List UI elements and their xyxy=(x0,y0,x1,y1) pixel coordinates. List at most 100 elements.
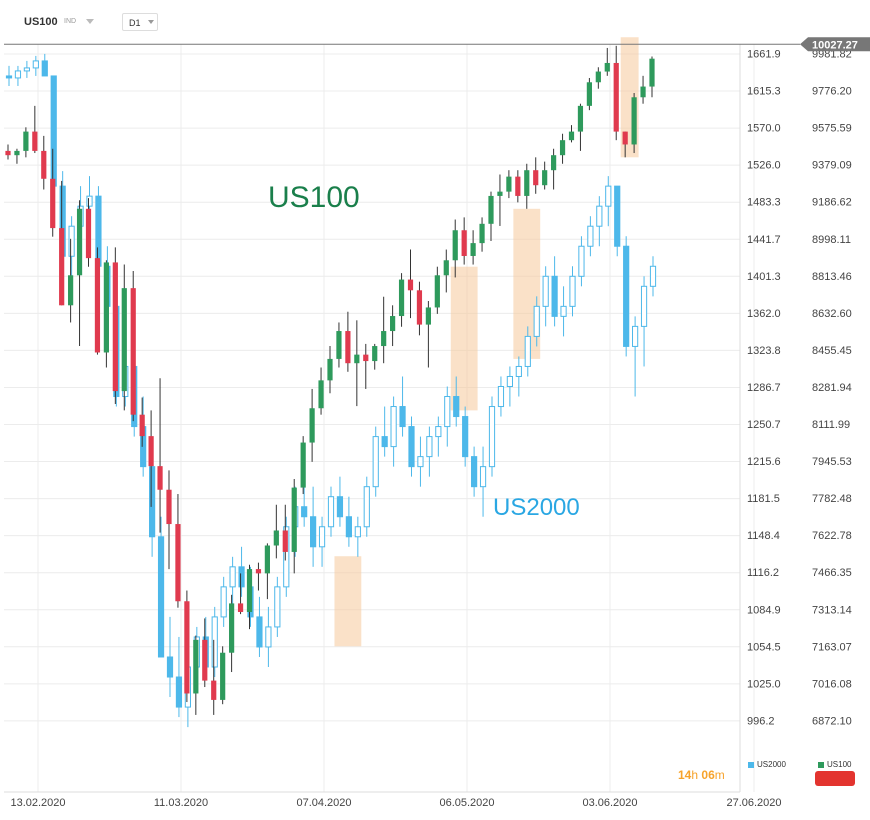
us2000-candle xyxy=(649,265,657,287)
us100-candle xyxy=(407,279,414,291)
us100-candle xyxy=(121,288,127,392)
left-axis-tick-label: 1441.7 xyxy=(747,234,781,246)
us100-candle xyxy=(452,230,458,261)
us100-candle xyxy=(416,290,423,325)
us2000-candle xyxy=(605,185,612,207)
us100-candle xyxy=(363,354,369,362)
right-axis-tick-label: 9379.09 xyxy=(812,160,852,172)
us100-candle xyxy=(568,131,575,141)
us100-candle xyxy=(631,97,637,145)
us100-candle xyxy=(193,639,199,694)
us2000-candle xyxy=(318,526,326,548)
us100-candle xyxy=(14,150,20,156)
highlight-box xyxy=(450,266,478,411)
us100-candle xyxy=(470,243,476,256)
us2000-candle xyxy=(211,616,218,668)
x-axis-tick-label: 07.04.2020 xyxy=(296,797,351,809)
us2000-annotation: US2000 xyxy=(493,494,580,521)
us100-candle xyxy=(237,603,244,612)
left-axis-tick-label: 1401.3 xyxy=(747,271,781,283)
left-axis-tick-label: 1483.3 xyxy=(747,197,781,209)
chevron-down-icon[interactable] xyxy=(86,19,94,24)
us2000-candle xyxy=(542,275,549,307)
us2000-candle xyxy=(327,496,335,528)
us100-candle xyxy=(291,487,297,552)
us100-candle xyxy=(577,105,584,132)
us100-candle xyxy=(425,307,431,325)
us100-candle xyxy=(354,354,360,364)
symbol-label[interactable]: US100 xyxy=(24,16,58,28)
countdown-minutes-unit: m xyxy=(714,768,725,782)
left-axis-tick-label: 1661.9 xyxy=(747,49,781,61)
chevron-down-icon[interactable] xyxy=(148,20,154,24)
us100-candle xyxy=(184,601,190,694)
us2000-candle xyxy=(220,586,227,618)
us100-candle xyxy=(327,358,333,381)
us2000-candle xyxy=(283,526,290,588)
us100-candle xyxy=(640,86,646,98)
countdown-hours: 14 xyxy=(678,768,692,782)
legend-us100[interactable]: US100 xyxy=(818,760,851,769)
timeframe-select[interactable]: D1 xyxy=(122,13,158,31)
us2000-candle xyxy=(524,335,531,367)
us100-candle xyxy=(622,131,628,145)
us100-candle xyxy=(649,58,655,87)
us2000-candle xyxy=(479,466,487,488)
us2000-candle xyxy=(623,245,630,347)
us100-candle xyxy=(273,530,279,546)
right-axis-tick-label: 8281.94 xyxy=(812,382,852,394)
indicator-button[interactable]: IND xyxy=(64,18,77,25)
left-axis-tick-label: 1025.0 xyxy=(747,678,781,690)
us100-annotation: US100 xyxy=(268,181,360,214)
left-axis-tick-label: 1181.5 xyxy=(747,493,780,505)
us100-candle xyxy=(372,346,378,362)
us2000-candle xyxy=(435,426,442,438)
left-axis-tick-label: 1116.2 xyxy=(747,567,779,579)
right-axis-tick-label: 9776.20 xyxy=(812,86,852,98)
us100-candle xyxy=(613,62,619,132)
right-axis-tick-label: 8455.45 xyxy=(812,345,852,357)
left-axis-tick-label: 996.2 xyxy=(747,715,775,727)
us100-candle xyxy=(443,260,449,276)
us100-candle xyxy=(551,155,557,171)
us2000-candle xyxy=(5,75,13,79)
legend-us2000[interactable]: US2000 xyxy=(748,760,786,769)
left-axis-tick-label: 1526.0 xyxy=(747,160,781,172)
right-axis-tick-label: 9575.59 xyxy=(812,123,852,135)
right-axis-tick-label: 7945.53 xyxy=(812,456,852,468)
us2000-candle xyxy=(32,60,39,69)
us2000-candle xyxy=(614,185,621,247)
us2000-candle xyxy=(399,406,406,428)
right-axis-tick-label: 8813.46 xyxy=(812,271,852,283)
us100-candle xyxy=(85,208,92,259)
us100-candle xyxy=(479,223,485,244)
us2000-candle xyxy=(444,396,451,428)
us2000-candle xyxy=(175,676,183,708)
us100-candle xyxy=(488,195,494,224)
us100-candle xyxy=(59,228,65,306)
right-axis-tick-label: 9186.62 xyxy=(812,197,852,209)
us100-candle xyxy=(497,191,503,196)
us100-candle xyxy=(139,414,145,437)
countdown-minutes: 06 xyxy=(701,768,715,782)
us2000-candle xyxy=(157,536,165,658)
left-axis-tick-label: 1215.6 xyxy=(747,456,781,468)
left-axis-tick-label: 1054.5 xyxy=(747,641,781,653)
us100-candle xyxy=(434,275,440,308)
us100-candle xyxy=(318,380,324,409)
us100-candle xyxy=(300,442,306,488)
right-axis-tick-label: 8111.99 xyxy=(812,419,850,431)
us100-candle xyxy=(586,82,592,106)
us100-candle xyxy=(246,569,253,612)
x-axis-tick-label: 27.06.2020 xyxy=(726,797,781,809)
us100-candle xyxy=(255,569,262,574)
us100-candle xyxy=(157,466,163,490)
left-axis-tick-label: 1570.0 xyxy=(747,123,781,135)
left-axis-tick-label: 1323.8 xyxy=(747,345,781,357)
sell-button[interactable] xyxy=(815,771,855,786)
us2000-candle xyxy=(50,75,57,187)
us2000-candle xyxy=(560,305,567,317)
timeframe-value: D1 xyxy=(129,18,141,28)
us100-candle xyxy=(68,275,74,306)
